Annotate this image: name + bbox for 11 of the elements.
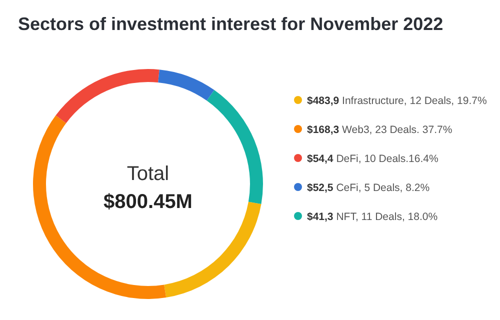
- text: Total: [126, 163, 170, 185]
- chart-title: Sectors of investment interest for November 2022: [18, 14, 444, 34]
- text: $800.45M: [104, 191, 192, 213]
- legend-label: $483,9 Infrastructure, 12 Deals, 19.7%: [307, 95, 487, 107]
- donut-slice: [158, 70, 214, 101]
- legend-label: $41,3 NFT, 11 Deals, 18.0%: [307, 211, 438, 223]
- legend-label: $52,5 CeFi, 5 Deals, 8.2%: [307, 182, 430, 194]
- donut-slice: [206, 90, 263, 204]
- legend-label: $54,4 DeFi, 10 Deals.16.4%: [307, 153, 438, 165]
- legend-label: $168,3 Web3, 23 Deals. 37.7%: [307, 124, 452, 136]
- donut-slice: [56, 69, 160, 124]
